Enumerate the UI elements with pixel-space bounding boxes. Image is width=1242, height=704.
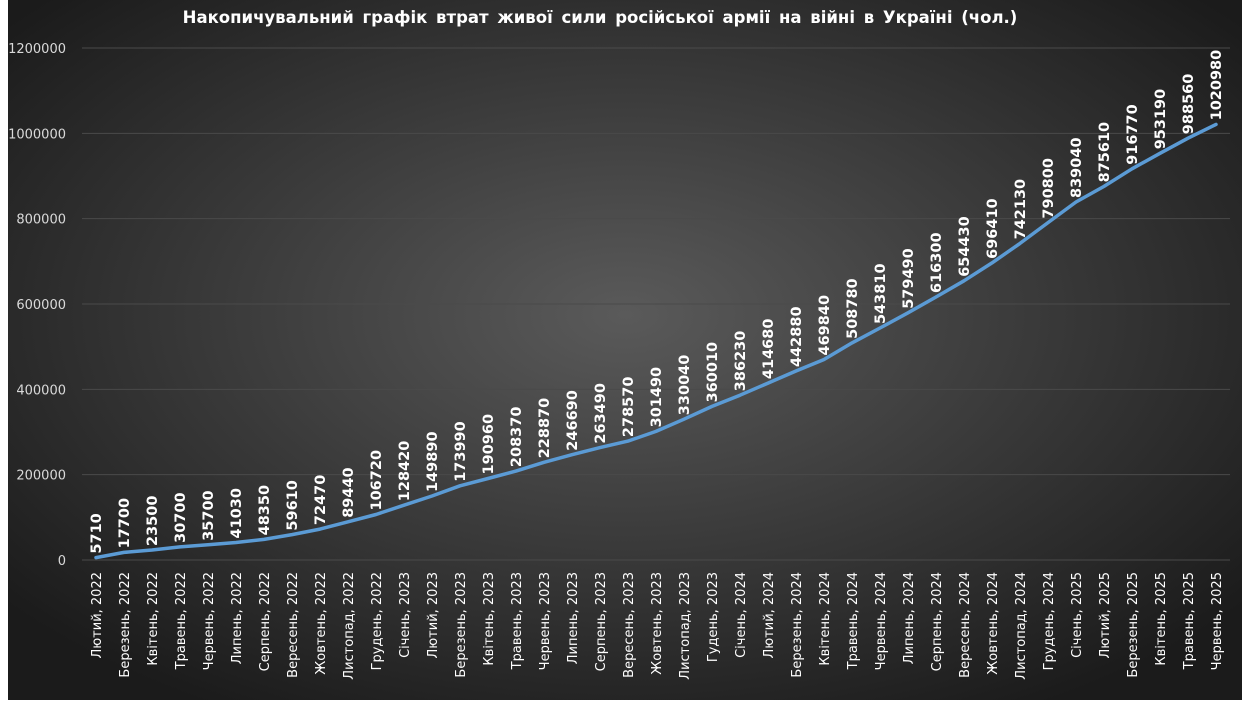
- x-tick-label: Гудень, 2023: [706, 572, 721, 662]
- x-tick-label: Серпень, 2022: [258, 572, 273, 671]
- data-label: 263490: [593, 383, 609, 444]
- x-tick-label: Серпень, 2023: [594, 572, 609, 671]
- data-label: 508780: [845, 278, 861, 339]
- x-tick-label: Січень, 2025: [1070, 572, 1085, 658]
- data-label: 128420: [397, 441, 413, 502]
- data-label: 414680: [761, 319, 777, 380]
- data-label: 616300: [929, 232, 945, 293]
- x-tick-label: Лютий, 2025: [1098, 572, 1113, 659]
- data-label: 278570: [621, 377, 637, 438]
- data-label: 30700: [173, 492, 189, 542]
- data-label: 654430: [957, 216, 973, 277]
- y-tick-label: 200000: [16, 469, 66, 484]
- x-tick-label: Січень, 2023: [398, 572, 413, 658]
- x-tick-label: Квітень, 2025: [1154, 572, 1169, 666]
- x-tick-label: Червень, 2025: [1210, 572, 1225, 670]
- x-tick-label: Липень, 2022: [230, 572, 245, 664]
- data-label: 301490: [649, 367, 665, 428]
- x-tick-label: Квітень, 2023: [482, 572, 497, 666]
- data-label: 35700: [201, 490, 217, 540]
- data-label: 23500: [145, 496, 161, 546]
- data-label: 59610: [285, 480, 301, 530]
- x-tick-label: Червень, 2022: [202, 572, 217, 670]
- x-tick-label: Березень, 2025: [1126, 572, 1141, 678]
- x-tick-label: Травень, 2023: [510, 572, 525, 670]
- x-tick-label: Липень, 2023: [566, 572, 581, 664]
- x-tick-label: Січень, 2024: [734, 572, 749, 658]
- x-tick-label: Листопад, 2024: [1014, 572, 1029, 680]
- x-tick-label: Березень, 2024: [790, 572, 805, 678]
- y-tick-label: 1000000: [8, 127, 66, 142]
- data-label: 543810: [873, 263, 889, 324]
- x-tick-label: Вересень, 2023: [622, 572, 637, 678]
- x-tick-label: Червень, 2024: [874, 572, 889, 670]
- chart-title: Накопичувальний графік втрат живої сили …: [183, 8, 1018, 27]
- y-tick-label: 600000: [16, 298, 66, 313]
- data-label: 208370: [509, 407, 525, 468]
- x-tick-label: Лютий, 2022: [90, 572, 105, 659]
- series-line: [94, 122, 1218, 560]
- data-label: 1020980: [1209, 50, 1225, 121]
- x-tick-label: Листопад, 2022: [342, 572, 357, 680]
- x-tick-label: Червень, 2023: [538, 572, 553, 670]
- x-tick-label: Грудень, 2022: [370, 572, 385, 670]
- data-label: 790800: [1041, 158, 1057, 219]
- x-tick-label: Квітень, 2024: [818, 572, 833, 666]
- x-tick-label: Квітень, 2022: [146, 572, 161, 666]
- line-chart: 020000040000060000080000010000001200000 …: [8, 0, 1242, 700]
- data-label: 442880: [789, 306, 805, 367]
- x-tick-label: Лютий, 2024: [762, 572, 777, 659]
- series-line-path: [94, 122, 1218, 560]
- data-label: 246690: [565, 390, 581, 451]
- data-label: 360010: [705, 342, 721, 403]
- data-label: 190960: [481, 414, 497, 475]
- data-label: 696410: [985, 198, 1001, 259]
- data-label: 988560: [1181, 74, 1197, 135]
- x-tick-label: Жовтень, 2024: [986, 572, 1001, 675]
- x-tick-label: Серпень, 2024: [930, 572, 945, 671]
- x-tick-label: Жовтень, 2023: [650, 572, 665, 675]
- data-label: 17700: [117, 498, 133, 548]
- data-label: 48350: [257, 485, 273, 535]
- gridlines: [82, 47, 1230, 561]
- x-tick-label: Жовтень, 2022: [314, 572, 329, 675]
- x-axis: Лютий, 2022 Березень, 2022 Квітень, 2022 Тр…: [90, 572, 1225, 680]
- x-tick-label: Лютий, 2023: [426, 572, 441, 659]
- data-label: 330040: [677, 355, 693, 416]
- chart-area: 0 200000 400000 600000 800000 1000000 1200000 …: [8, 0, 1242, 700]
- x-tick-label: Вересень, 2024: [958, 572, 973, 678]
- y-tick-label: 0: [58, 554, 66, 569]
- data-labels: 5710 17700 23500 30700 35700 41030 48350 59610 7…: [89, 50, 1225, 554]
- x-tick-label: Грудень, 2024: [1042, 572, 1057, 670]
- data-label: 953190: [1153, 89, 1169, 150]
- x-tick-label: Липень, 2024: [902, 572, 917, 664]
- x-tick-label: Травень, 2022: [174, 572, 189, 670]
- data-label: 469840: [817, 295, 833, 356]
- data-label: 386230: [733, 331, 749, 392]
- y-axis: 0 200000 400000 600000 800000 1000000 1200000: [8, 42, 66, 569]
- data-label: 149890: [425, 431, 441, 492]
- data-label: 173990: [453, 421, 469, 482]
- x-tick-label: Вересень, 2022: [286, 572, 301, 678]
- y-tick-label: 1200000: [8, 42, 66, 57]
- data-label: 742130: [1013, 179, 1029, 240]
- data-label: 41030: [229, 488, 245, 538]
- x-tick-label: Березень, 2023: [454, 572, 469, 678]
- y-tick-label: 400000: [16, 383, 66, 398]
- data-label: 839040: [1069, 137, 1085, 198]
- data-label: 916770: [1125, 104, 1141, 165]
- data-label: 875610: [1097, 122, 1113, 183]
- data-label: 228870: [537, 398, 553, 459]
- chart-background: [8, 0, 1242, 700]
- x-tick-label: Травень, 2025: [1182, 572, 1197, 670]
- data-label: 72470: [313, 475, 329, 525]
- data-label: 579490: [901, 248, 917, 309]
- x-tick-label: Листопад, 2023: [678, 572, 693, 680]
- data-label: 106720: [369, 450, 385, 511]
- x-tick-label: Травень, 2024: [846, 572, 861, 670]
- data-label: 89440: [341, 467, 357, 517]
- data-label: 5710: [89, 513, 105, 553]
- x-tick-label: Березень, 2022: [118, 572, 133, 678]
- y-tick-label: 800000: [16, 213, 66, 228]
